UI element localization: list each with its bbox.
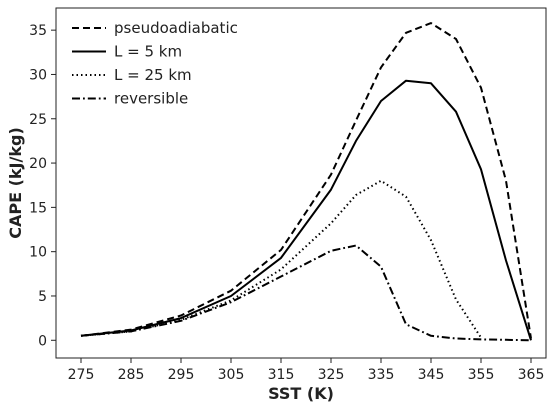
x-tick-label: 305 <box>218 367 245 383</box>
series-line-l-5-km <box>80 79 532 341</box>
y-tick-label: 15 <box>29 200 47 216</box>
series-line-pseudoadiabatic <box>80 22 532 339</box>
plot-frame <box>55 7 547 359</box>
x-tick-label: 315 <box>268 367 295 383</box>
legend-label-l5km: L = 5 km <box>114 43 182 61</box>
y-tick-label: 0 <box>38 333 47 349</box>
x-tick-label: 365 <box>518 367 545 383</box>
y-tick-label: 10 <box>29 245 47 261</box>
y-tick-label: 5 <box>38 289 47 305</box>
series-line-reversible <box>80 244 532 342</box>
x-axis-title: SST (K) <box>268 384 334 403</box>
y-tick-label: 25 <box>29 112 47 128</box>
series-line-l-25-km <box>80 179 482 339</box>
x-tick-label: 345 <box>418 367 445 383</box>
legend-label-pseudoadiabatic: pseudoadiabatic <box>114 19 238 37</box>
y-tick-label: 20 <box>29 156 47 172</box>
x-tick-label: 285 <box>118 367 145 383</box>
x-tick-label: 355 <box>468 367 495 383</box>
x-tick-label: 295 <box>168 367 195 383</box>
x-tick-label: 275 <box>68 367 95 383</box>
y-tick-label: 35 <box>29 23 47 39</box>
legend-label-l25km: L = 25 km <box>114 66 192 84</box>
y-tick-label: 30 <box>29 67 47 83</box>
y-axis-title: CAPE (kJ/kg) <box>6 127 25 239</box>
legend-label-reversible: reversible <box>114 90 188 108</box>
x-tick-label: 325 <box>318 367 345 383</box>
legend: pseudoadiabatic L = 5 km L = 25 km rever… <box>72 19 238 108</box>
x-tick-label: 335 <box>368 367 395 383</box>
